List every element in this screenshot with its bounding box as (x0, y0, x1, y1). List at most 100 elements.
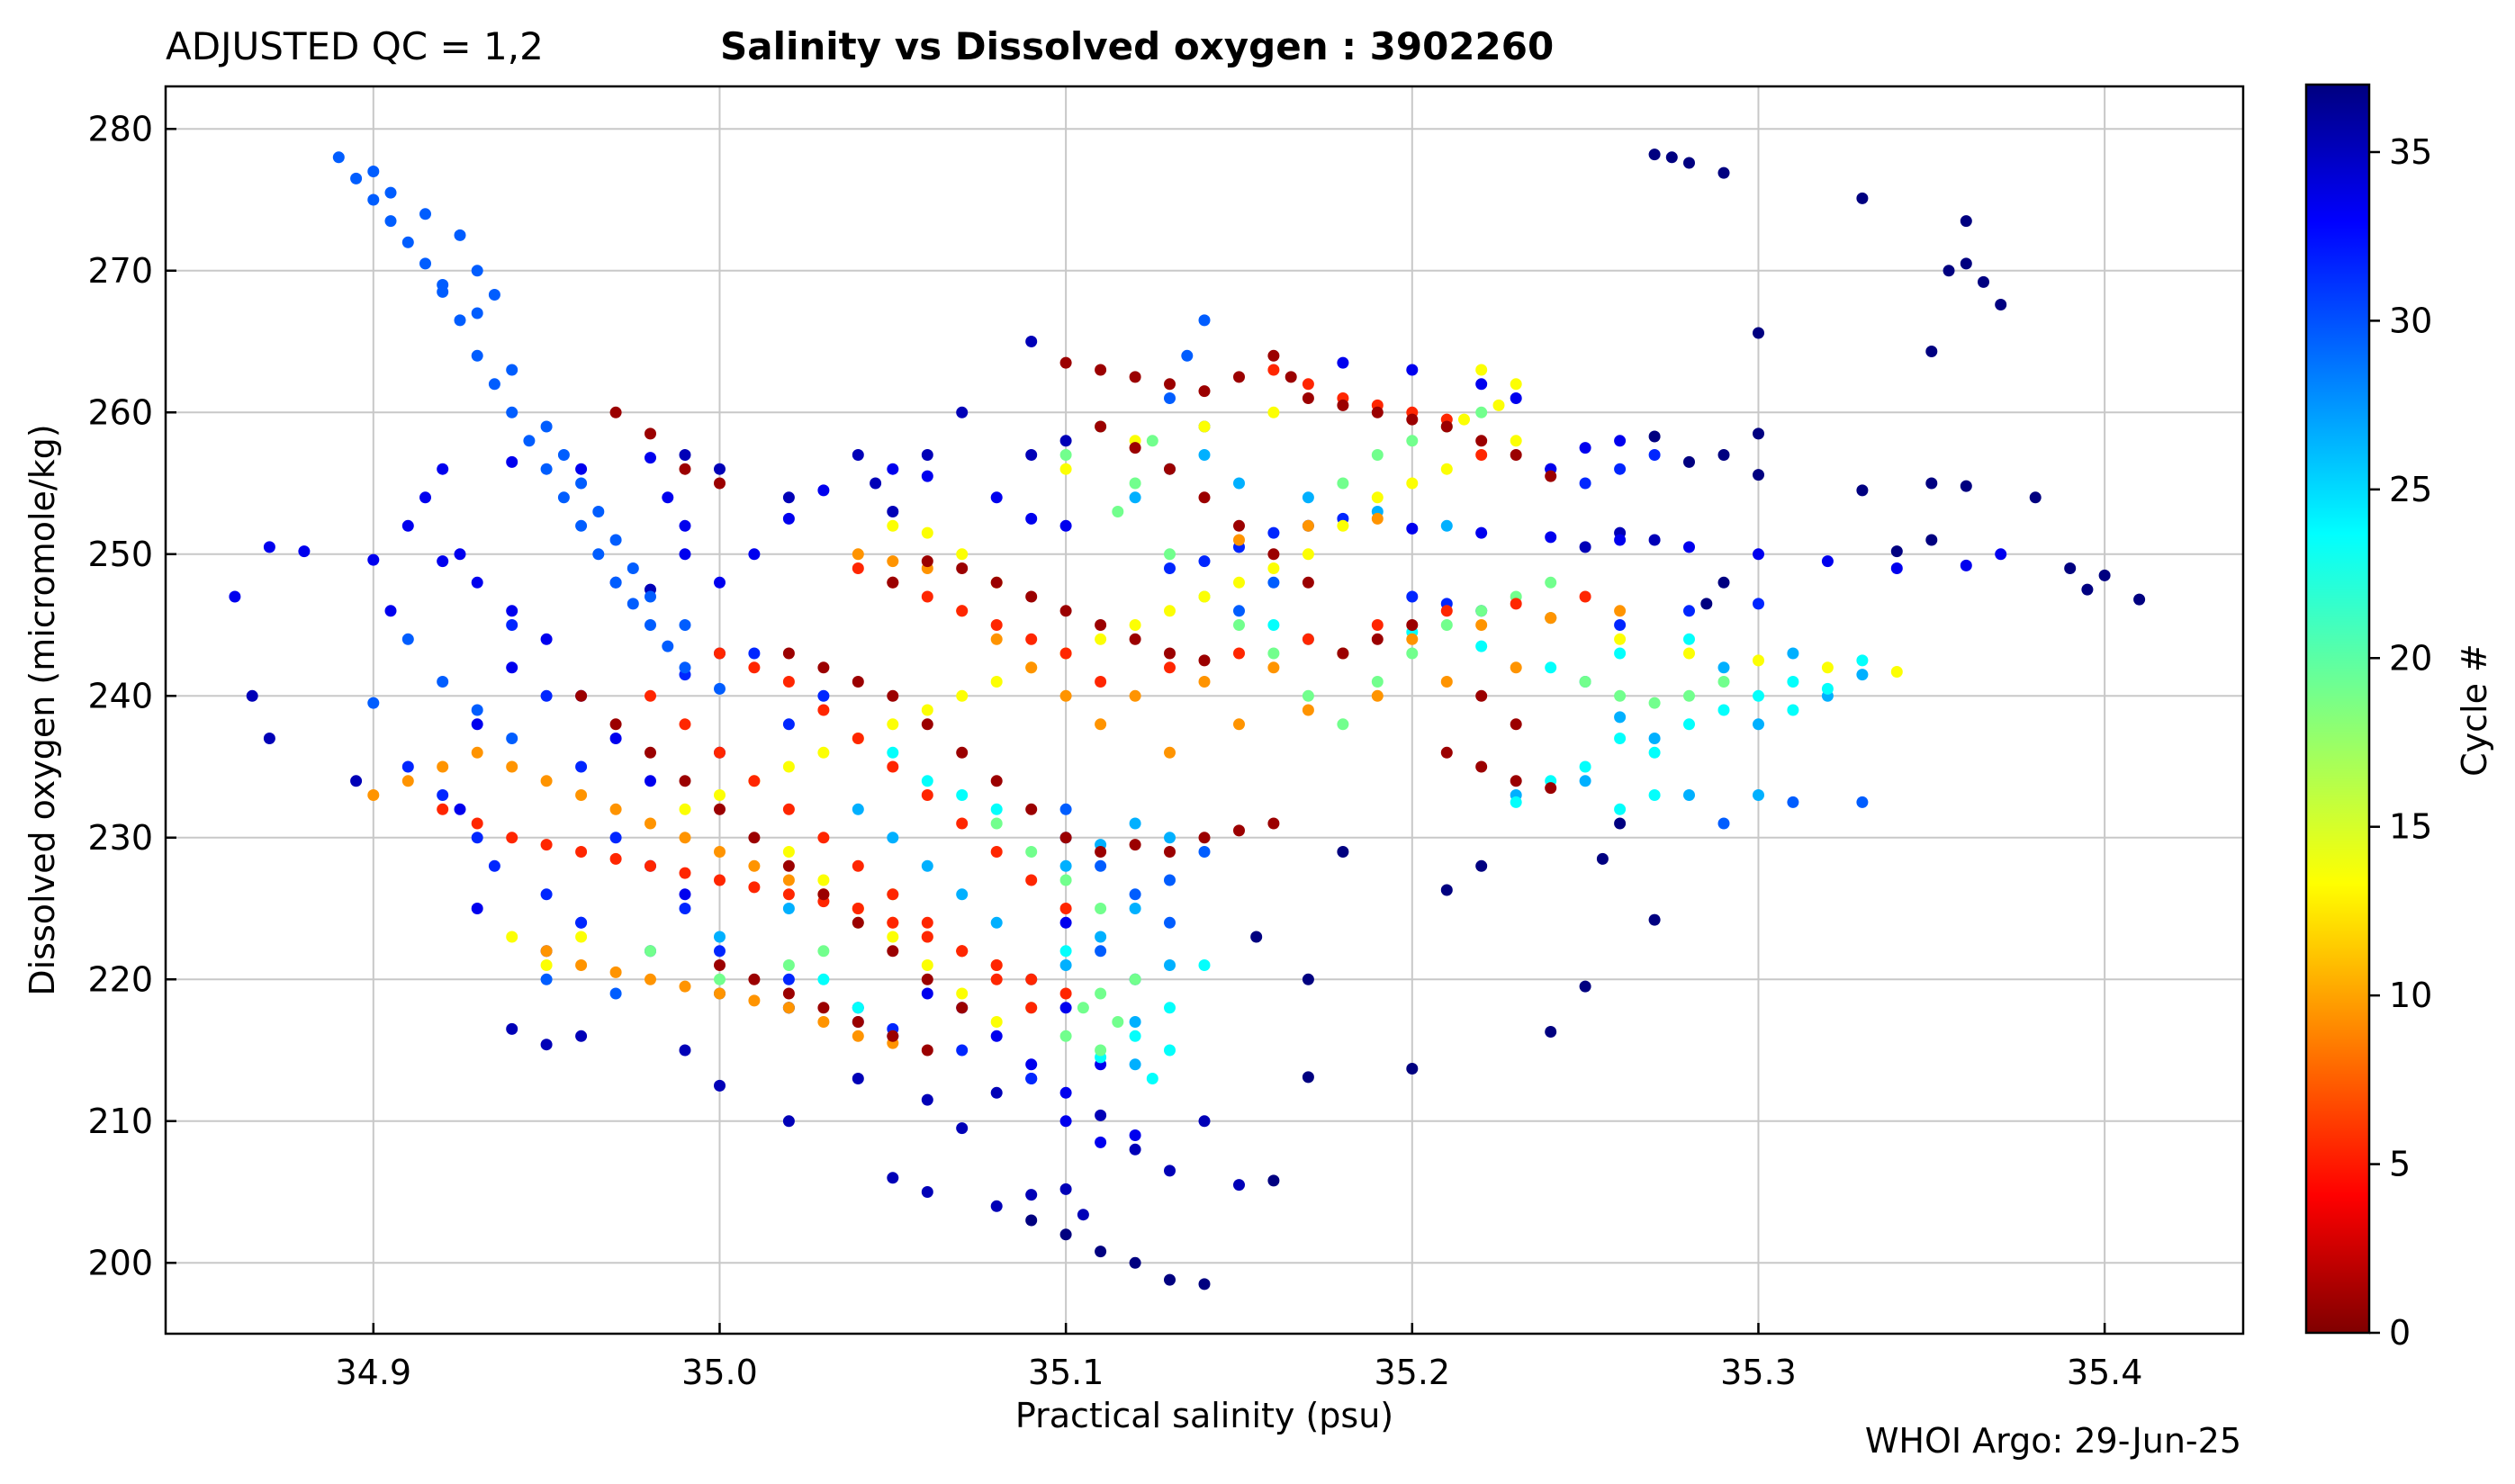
data-point (782, 973, 795, 985)
data-point (350, 775, 363, 787)
data-point (990, 817, 1003, 830)
data-point (817, 874, 830, 886)
data-point (1025, 874, 1038, 886)
data-point (1198, 449, 1211, 461)
data-point (645, 619, 656, 631)
data-point (401, 775, 414, 787)
data-point (990, 1030, 1003, 1042)
data-point (714, 789, 726, 801)
data-point (782, 987, 795, 1000)
data-point (852, 449, 864, 461)
data-point (2081, 583, 2094, 596)
data-point (852, 803, 864, 815)
data-point (1717, 576, 1730, 589)
data-point (1198, 832, 1211, 844)
data-point (609, 406, 622, 418)
data-point (956, 888, 969, 901)
data-point (1683, 633, 1695, 645)
data-point (1059, 519, 1072, 532)
data-point (714, 874, 726, 886)
data-point (1267, 661, 1280, 674)
data-point (1129, 619, 1141, 631)
data-point (1164, 647, 1176, 660)
data-point (1267, 647, 1280, 660)
data-point (817, 746, 830, 759)
data-point (471, 265, 483, 277)
data-point (1164, 463, 1176, 475)
data-point (1233, 605, 1245, 617)
data-point (1717, 449, 1730, 461)
x-tick-label: 34.9 (335, 1353, 411, 1392)
data-point (1059, 435, 1072, 447)
data-point (471, 817, 483, 830)
data-point (1995, 548, 2007, 561)
data-point (575, 477, 588, 490)
y-tick-label: 220 (87, 959, 153, 999)
data-point (1250, 931, 1263, 943)
data-point (1164, 548, 1176, 561)
data-point (384, 215, 397, 228)
data-point (1614, 435, 1627, 447)
data-point (1302, 491, 1314, 504)
data-point (609, 987, 622, 1000)
data-point (645, 945, 656, 958)
data-point (1683, 789, 1695, 801)
data-point (1406, 590, 1419, 603)
data-point (1856, 192, 1869, 204)
data-point (748, 832, 761, 844)
data-point (1164, 661, 1176, 674)
data-point (1579, 477, 1591, 490)
x-tick-label: 35.4 (2067, 1353, 2143, 1392)
data-point (1510, 661, 1522, 674)
data-point (1753, 654, 1764, 667)
data-point (506, 619, 518, 631)
data-point (1510, 598, 1522, 610)
data-point (506, 832, 518, 844)
data-point (1510, 775, 1522, 787)
data-point (1025, 1058, 1038, 1071)
data-point (1302, 576, 1314, 589)
data-point (1683, 157, 1695, 169)
data-point (990, 973, 1003, 985)
data-point (1545, 612, 1557, 625)
data-point (437, 676, 449, 688)
data-point (540, 839, 553, 851)
data-point (817, 832, 830, 844)
data-point (1614, 463, 1627, 475)
data-point (714, 846, 726, 858)
data-point (1683, 541, 1695, 553)
data-point (1753, 469, 1764, 481)
data-point (1925, 534, 1938, 546)
data-point (714, 973, 726, 985)
data-point (1129, 1016, 1141, 1028)
data-point (1302, 519, 1314, 532)
data-point (1059, 689, 1072, 702)
data-point (990, 1016, 1003, 1028)
data-point (401, 760, 414, 773)
data-point (956, 945, 969, 958)
data-point (1406, 619, 1419, 631)
data-point (2133, 593, 2146, 606)
data-point (1960, 559, 1972, 571)
data-point (1510, 435, 1522, 447)
data-point (1614, 689, 1627, 702)
data-point (1025, 846, 1038, 858)
data-point (1164, 1165, 1176, 1177)
data-point (887, 888, 899, 901)
data-point (748, 881, 761, 894)
data-point (714, 945, 726, 958)
data-point (1129, 903, 1141, 914)
data-point (1371, 676, 1384, 688)
data-point (956, 746, 969, 759)
data-point (1614, 534, 1627, 546)
data-point (679, 832, 691, 844)
data-point (609, 733, 622, 744)
data-point (1233, 519, 1245, 532)
data-point (1440, 884, 1453, 896)
data-point (852, 548, 864, 561)
data-point (1129, 371, 1141, 383)
data-point (1095, 364, 1107, 376)
data-point (1129, 839, 1141, 851)
data-point (229, 590, 241, 603)
data-point (679, 1044, 691, 1057)
